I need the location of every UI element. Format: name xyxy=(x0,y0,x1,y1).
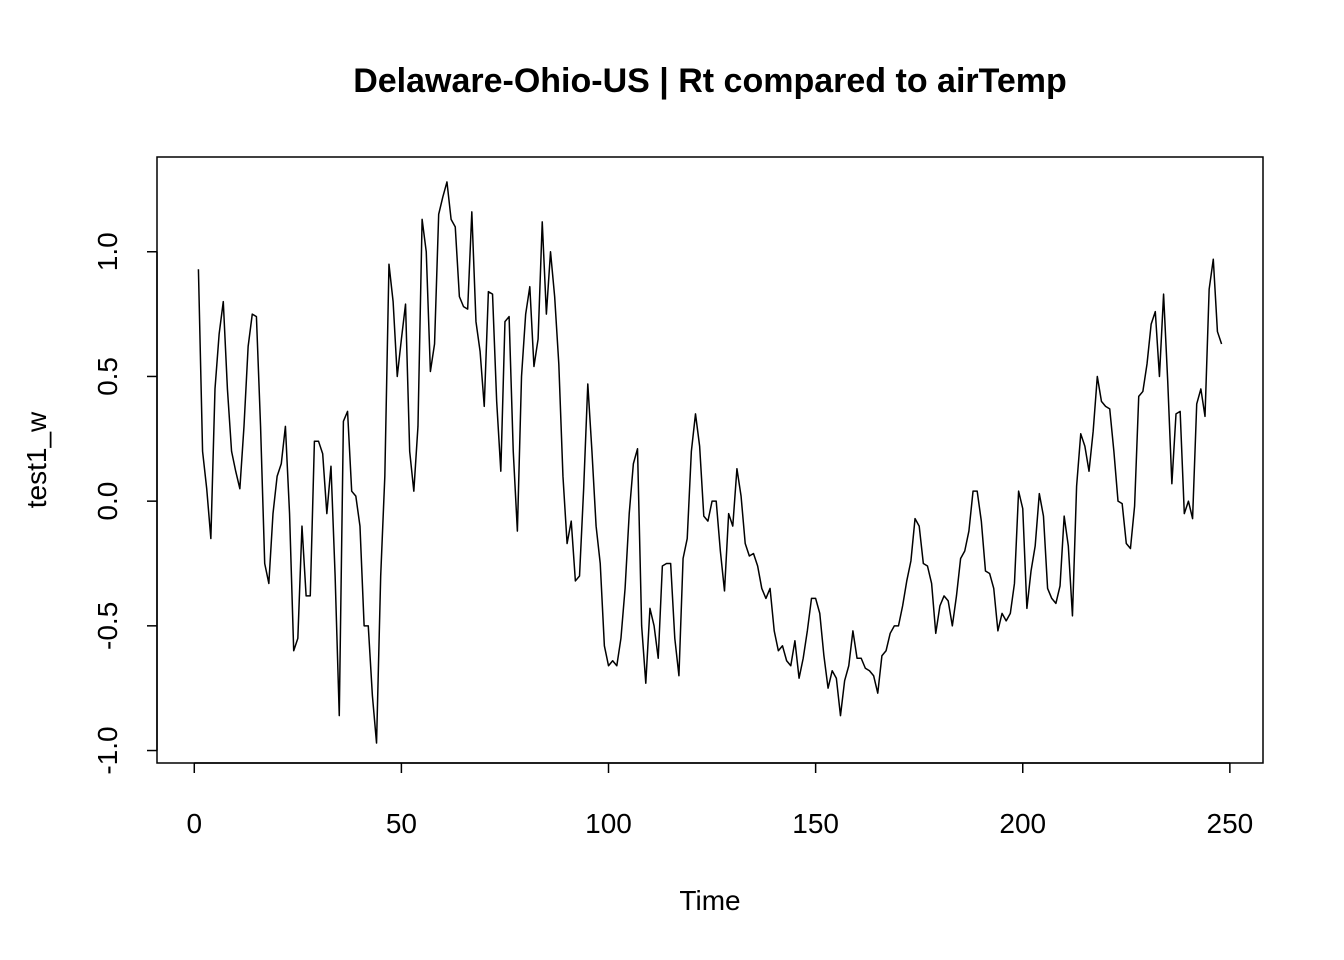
x-tick-label: 100 xyxy=(585,808,632,839)
y-axis: -1.0 -0.5 0.0 0.5 1.0 xyxy=(92,232,158,775)
chart-title: Delaware-Ohio-US | Rt compared to airTem… xyxy=(353,62,1067,100)
y-tick-label: 0.5 xyxy=(92,357,123,396)
x-tick-label: 0 xyxy=(186,808,202,839)
y-tick-label: -0.5 xyxy=(92,602,123,650)
x-tick-label: 50 xyxy=(386,808,417,839)
x-axis-label: Time xyxy=(679,885,740,916)
x-tick-label: 150 xyxy=(792,808,839,839)
y-tick-label: 1.0 xyxy=(92,232,123,271)
series-line-1 xyxy=(197,181,1223,744)
x-tick-label: 250 xyxy=(1207,808,1254,839)
series-layer xyxy=(197,181,1223,744)
y-tick-label: -1.0 xyxy=(92,726,123,774)
x-axis: 0 50 100 150 200 250 xyxy=(186,762,1254,839)
y-axis-label: test1_w xyxy=(21,411,52,508)
y-tick-label: 0.0 xyxy=(92,482,123,521)
x-tick-label: 200 xyxy=(999,808,1046,839)
